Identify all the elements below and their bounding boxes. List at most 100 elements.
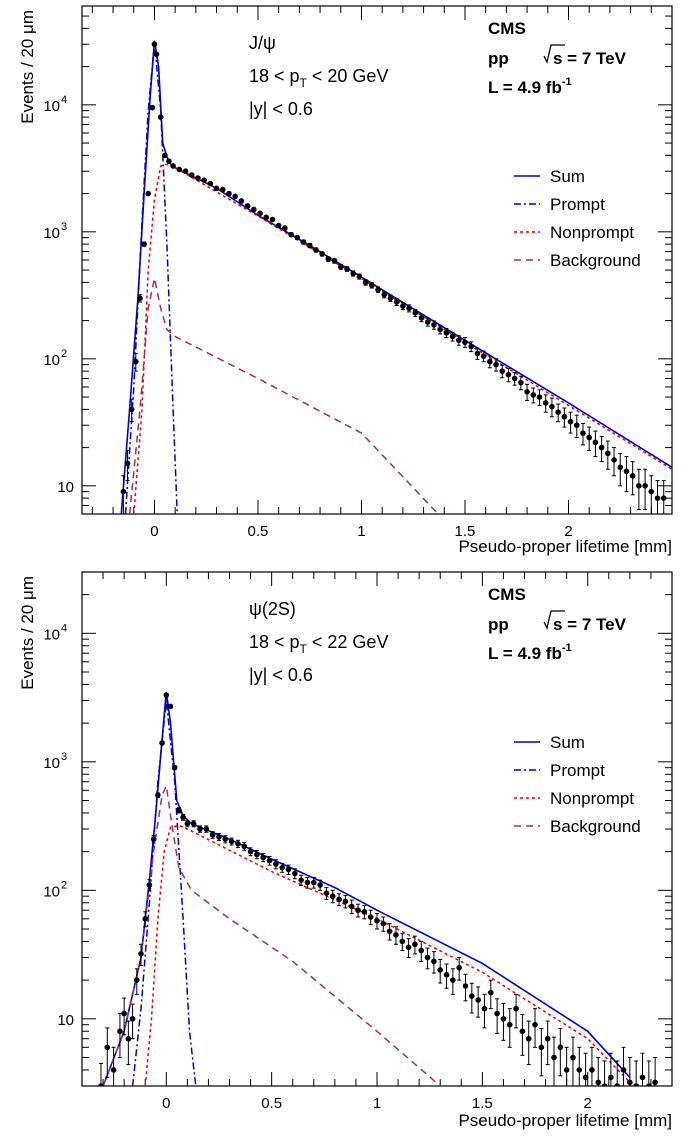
data-point (551, 1036, 557, 1086)
data-point (592, 430, 599, 458)
data-point (288, 231, 294, 238)
data-point (608, 1052, 614, 1086)
data-marker (166, 158, 172, 164)
data-point (369, 282, 375, 289)
data-marker (362, 279, 369, 286)
data-point (146, 879, 153, 892)
data-marker (505, 371, 512, 378)
data-point (555, 403, 561, 423)
data-marker (241, 843, 248, 850)
data-marker (162, 152, 168, 159)
data-marker (331, 258, 338, 264)
data-point (207, 180, 214, 187)
data-point (636, 468, 642, 511)
data-point (393, 926, 399, 945)
data-marker (586, 434, 592, 441)
data-point (244, 203, 251, 209)
data-marker (213, 185, 220, 192)
data-marker (157, 114, 164, 120)
data-marker (288, 231, 294, 238)
data-marker (325, 256, 332, 262)
data-point (480, 350, 487, 363)
data-marker (542, 400, 549, 406)
data-point (348, 899, 355, 914)
data-point (184, 820, 191, 828)
data-marker (260, 854, 267, 861)
series-line-prompt (124, 42, 178, 514)
data-marker (424, 954, 431, 961)
series-line-nonprompt (144, 824, 631, 1086)
data-marker (386, 928, 393, 935)
data-marker (532, 1021, 538, 1028)
y-tick-label: 10 (43, 755, 60, 772)
data-marker (474, 350, 481, 357)
data-marker (163, 692, 170, 698)
data-marker (121, 1010, 127, 1017)
y-axis-label: Events / 20 μm (18, 576, 37, 690)
data-marker (228, 838, 235, 845)
data-point (642, 468, 648, 511)
data-point (209, 831, 216, 839)
data-marker (128, 406, 135, 413)
data-marker (400, 303, 406, 309)
data-marker (170, 163, 176, 169)
pt-range-right: < 22 GeV (307, 632, 389, 652)
data-point (325, 256, 332, 262)
data-marker (263, 214, 270, 221)
data-point (380, 916, 387, 932)
data-point (350, 270, 356, 277)
data-point (406, 304, 412, 313)
data-point (294, 234, 301, 241)
data-marker (519, 1028, 526, 1035)
data-marker (555, 409, 561, 415)
data-marker (313, 247, 319, 253)
data-marker (337, 264, 344, 270)
data-point (342, 895, 349, 909)
y-tick-label: 10 (43, 352, 60, 369)
data-point (355, 903, 361, 918)
data-marker (375, 286, 381, 293)
data-point (141, 241, 147, 247)
data-marker (292, 870, 298, 877)
data-point (381, 291, 388, 299)
data-points (120, 41, 667, 514)
data-marker (348, 903, 355, 910)
data-marker (608, 1074, 614, 1081)
data-marker (151, 41, 158, 48)
data-marker (536, 394, 543, 400)
data-marker (336, 896, 342, 903)
data-point (629, 461, 636, 496)
data-point (611, 447, 617, 477)
data-point (336, 893, 342, 907)
pt-subscript: T (300, 642, 308, 656)
data-marker (462, 339, 468, 346)
y-tick-label: 10 (43, 98, 60, 115)
data-marker (567, 418, 574, 425)
data-point (424, 317, 431, 327)
data-point (247, 847, 254, 857)
data-point (443, 963, 450, 989)
data-marker (137, 295, 143, 302)
luminosity-exponent: -1 (562, 642, 572, 654)
data-point (400, 302, 406, 311)
data-marker (304, 879, 311, 886)
data-marker (475, 997, 481, 1003)
data-marker (595, 1079, 602, 1086)
data-marker (142, 916, 149, 922)
data-marker (443, 330, 450, 336)
data-marker (350, 270, 356, 277)
data-marker (209, 832, 216, 838)
data-marker (431, 958, 437, 965)
data-point (170, 163, 176, 169)
data-marker (104, 1044, 111, 1051)
data-point (431, 951, 437, 974)
data-marker (525, 1035, 532, 1042)
x-tick-label: 1.5 (455, 523, 476, 540)
data-point (235, 839, 241, 849)
x-tick-label: 0 (150, 523, 158, 540)
data-marker (374, 917, 380, 924)
data-point (660, 480, 667, 514)
x-axis-label: Pseudo-proper lifetime [mm] (458, 537, 672, 556)
data-point (120, 475, 127, 514)
data-marker (456, 964, 462, 971)
